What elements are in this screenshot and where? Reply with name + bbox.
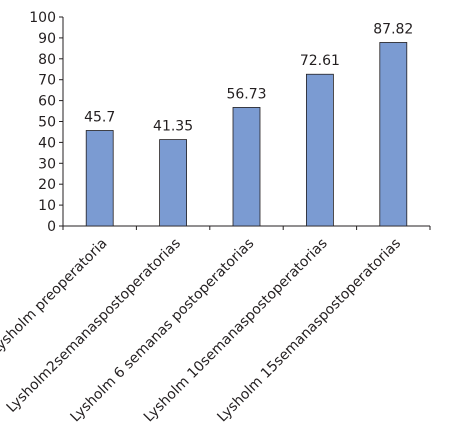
bar [379, 42, 408, 227]
y-tick-label: 60 [38, 94, 56, 110]
bar-value-label: 41.35 [153, 119, 193, 135]
bar-value-label: 56.73 [226, 86, 266, 102]
x-axis [62, 225, 431, 230]
y-tick-label: 40 [38, 135, 56, 151]
category-labels: Lysholm preoperatoriaLysholm2semanaspost… [0, 236, 404, 426]
bar [305, 73, 334, 227]
y-tick-label: 20 [38, 177, 56, 193]
y-tick-label: 0 [47, 219, 56, 235]
y-tick-label: 70 [38, 73, 56, 89]
bar [159, 139, 188, 227]
y-tick-label: 100 [29, 10, 56, 26]
y-tick-label: 80 [38, 52, 56, 68]
y-tick-label: 90 [38, 31, 56, 47]
bar [85, 130, 114, 227]
bar [232, 107, 261, 227]
y-tick-label: 10 [38, 198, 56, 214]
bar-value-label: 72.61 [300, 53, 340, 69]
data-labels: 45.7 41.35 56.73 72.61 87.82 [84, 21, 413, 134]
y-tick-label: 30 [38, 156, 56, 172]
category-label: Lysholm preoperatoria [0, 236, 111, 358]
bars [85, 42, 408, 227]
bar-value-label: 87.82 [373, 21, 413, 37]
y-axis: 0 10 20 30 40 50 60 70 80 90 100 [29, 10, 64, 235]
bar-value-label: 45.7 [84, 109, 115, 125]
y-tick-label: 50 [38, 115, 56, 131]
